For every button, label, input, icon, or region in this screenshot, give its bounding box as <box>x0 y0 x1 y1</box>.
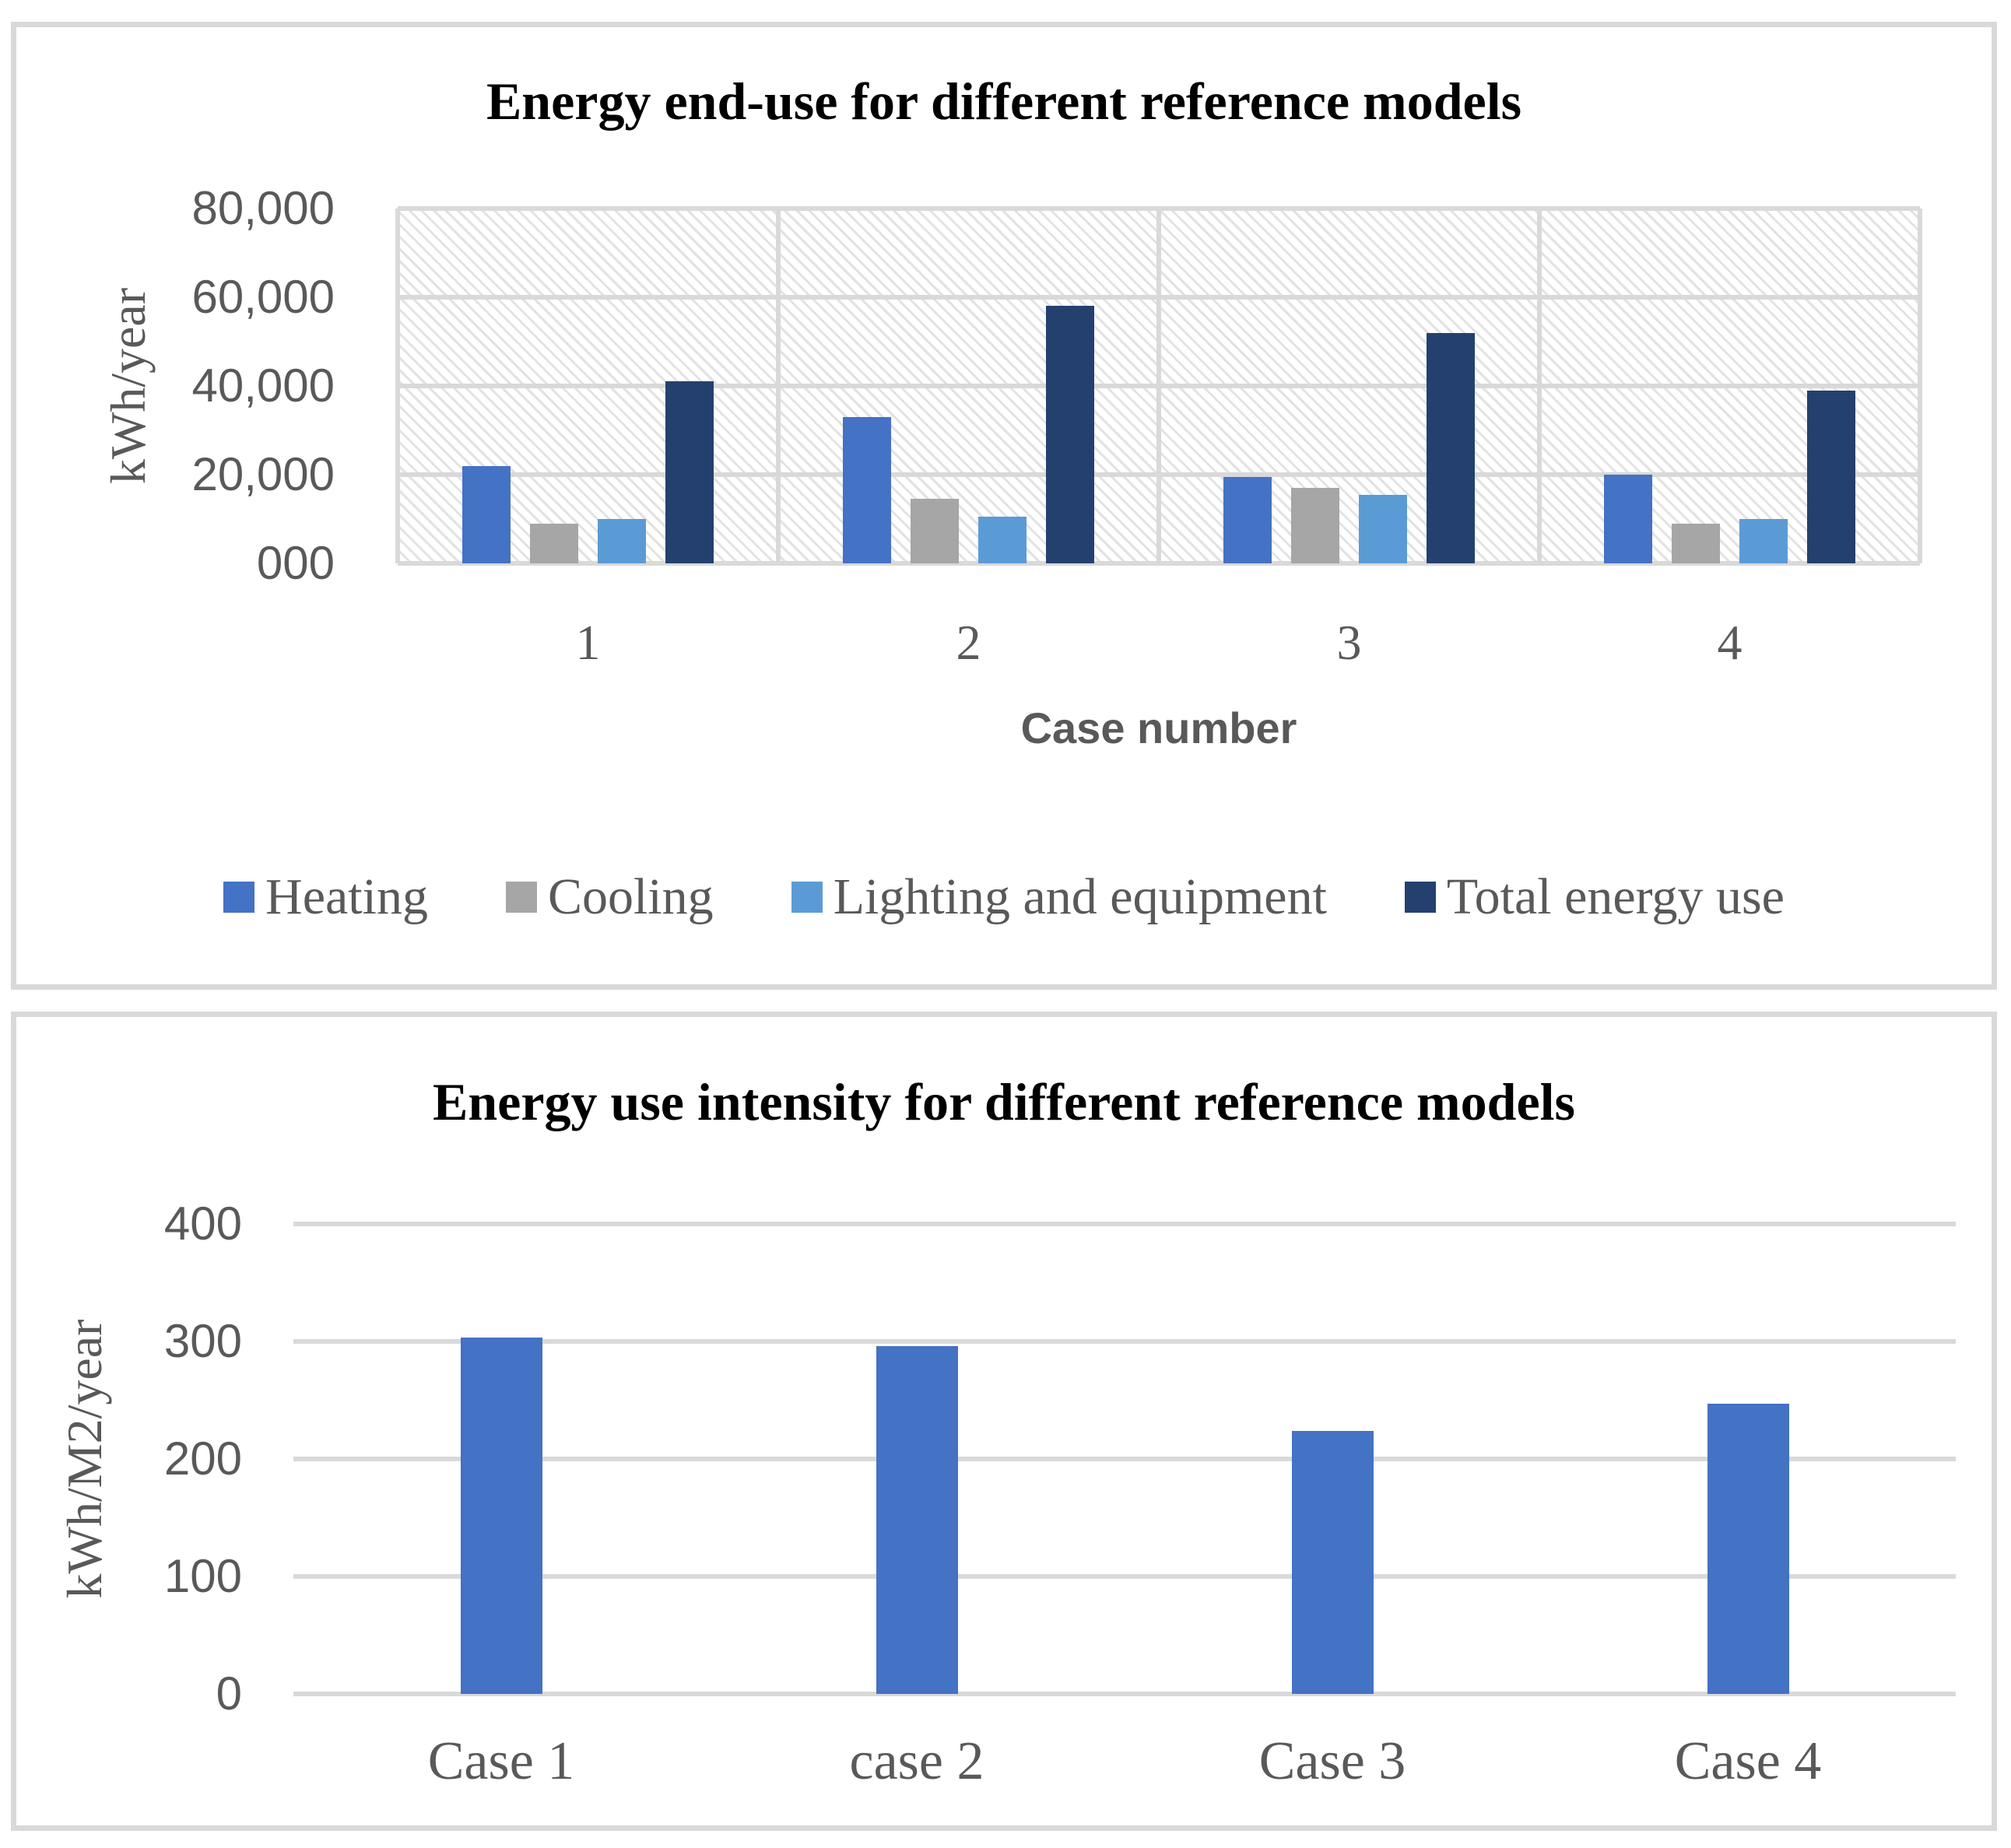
legend-marker-total-energy-use <box>1404 882 1436 913</box>
legend-item-heating: Heating <box>223 869 428 925</box>
y-tick-label: 0 <box>216 1667 242 1720</box>
bar-energy-use-intensity-case-2 <box>876 1346 958 1694</box>
bar-group-case-2 <box>709 1224 1125 1694</box>
bar-groups <box>293 1224 1956 1694</box>
gridline-horizontal <box>398 561 1920 566</box>
panel-energy-end-use: Energy end-use for different reference m… <box>11 22 1997 990</box>
bar-energy-use-intensity-case-1 <box>460 1338 542 1694</box>
gridline-horizontal <box>293 1339 1956 1344</box>
y-tick-label: 200 <box>163 1432 242 1485</box>
y-tick-labels: 80,000 60,000 40,000 20,000 000 <box>16 185 335 587</box>
bar-group-case-4 <box>1540 1224 1956 1694</box>
bar-lighting-and-equipment-3 <box>1359 494 1407 563</box>
bar-group-case-1 <box>293 1224 709 1694</box>
legend-item-total-energy-use: Total energy use <box>1404 868 1785 925</box>
legend-label-heating: Heating <box>265 868 428 925</box>
gridline-horizontal <box>293 1574 1956 1579</box>
gridline-horizontal <box>293 1222 1956 1226</box>
y-tick-label: 400 <box>163 1198 242 1250</box>
chart-title: Energy use intensity for different refer… <box>432 1072 1575 1131</box>
panel-energy-use-intensity: Energy use intensity for different refer… <box>11 1012 1997 1831</box>
legend-marker-lighting-and-equipment <box>791 882 823 913</box>
x-tick-label: 3 <box>1336 615 1362 670</box>
bar-heating-1 <box>462 465 511 563</box>
x-tick-labels: 1 2 3 4 <box>398 612 1920 675</box>
chart-title: Energy end-use for different reference m… <box>486 72 1522 131</box>
x-tick-label: Case 4 <box>1674 1731 1822 1791</box>
legend-item-cooling: Cooling <box>505 868 714 925</box>
gridline-horizontal <box>293 1457 1956 1461</box>
bar-total-energy-use-3 <box>1427 332 1475 563</box>
y-tick-label: 80,000 <box>191 182 335 234</box>
bar-group-case-3 <box>1125 1224 1540 1694</box>
legend-item-lighting-and-equipment: Lighting and equipment <box>791 869 1327 925</box>
bar-energy-use-intensity-case-4 <box>1707 1404 1789 1694</box>
bar-total-energy-use-4 <box>1807 390 1855 563</box>
legend-marker-cooling <box>505 882 537 913</box>
y-tick-label: 100 <box>163 1550 242 1602</box>
bar-group-1 <box>398 209 778 563</box>
bar-heating-3 <box>1223 476 1272 563</box>
legend-marker-heating <box>223 882 255 913</box>
bar-group-4 <box>1539 209 1920 563</box>
y-tick-label: 300 <box>163 1315 242 1367</box>
plot-area <box>293 1222 1956 1696</box>
x-tick-label: Case 3 <box>1258 1731 1406 1791</box>
y-tick-labels: 400 300 200 100 0 <box>16 1201 242 1717</box>
bar-cooling-3 <box>1291 488 1339 563</box>
x-tick-label: Case 1 <box>427 1731 575 1791</box>
bar-group-2 <box>778 209 1159 563</box>
gridline-vertical <box>776 209 781 563</box>
y-tick-label: 40,000 <box>191 359 335 412</box>
gridline-vertical <box>1537 209 1542 563</box>
bar-energy-use-intensity-case-3 <box>1291 1430 1374 1694</box>
bar-cooling-2 <box>911 499 959 563</box>
legend-label-lighting-and-equipment: Lighting and equipment <box>833 868 1327 925</box>
legend: Heating Cooling Lighting and equipment Tota… <box>16 869 1992 925</box>
gridline-vertical <box>1156 209 1161 563</box>
y-tick-label: 60,000 <box>191 271 335 323</box>
y-tick-label: 20,000 <box>191 448 335 500</box>
bar-lighting-and-equipment-2 <box>978 517 1027 563</box>
plot-area <box>395 206 1922 566</box>
x-tick-label: case 2 <box>849 1731 984 1791</box>
legend-label-total-energy-use: Total energy use <box>1446 868 1785 925</box>
bar-groups <box>398 209 1920 563</box>
bar-total-energy-use-1 <box>665 381 714 563</box>
bar-total-energy-use-2 <box>1046 306 1094 563</box>
gridline-vertical <box>1918 209 1922 563</box>
bar-lighting-and-equipment-1 <box>598 519 646 563</box>
x-tick-label: 2 <box>956 615 981 670</box>
x-tick-labels: Case 1 case 2 Case 3 Case 4 <box>293 1729 1956 1799</box>
bar-heating-4 <box>1604 475 1652 563</box>
bar-cooling-1 <box>530 523 578 563</box>
gridline-vertical <box>395 209 400 563</box>
bar-lighting-and-equipment-4 <box>1739 519 1788 563</box>
bar-cooling-4 <box>1672 523 1720 563</box>
bar-heating-2 <box>843 416 891 563</box>
y-tick-label: 000 <box>256 537 335 589</box>
legend-label-cooling: Cooling <box>547 868 714 925</box>
x-tick-label: 4 <box>1717 615 1743 670</box>
gridline-horizontal <box>293 1692 1956 1696</box>
bar-group-3 <box>1159 209 1539 563</box>
x-axis-title: Case number <box>1020 703 1297 752</box>
x-tick-label: 1 <box>575 615 601 670</box>
